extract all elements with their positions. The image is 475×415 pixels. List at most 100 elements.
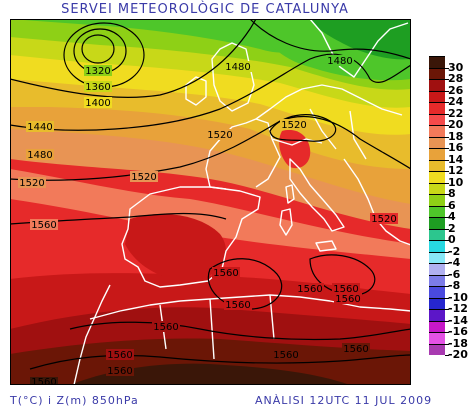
legend-swatch (429, 240, 445, 252)
legend-tick (445, 194, 449, 195)
legend-swatch (429, 136, 445, 148)
contour-1560-iberia (207, 258, 283, 310)
legend-label: 18 (448, 129, 464, 143)
variable-label: T(°C) i Z(m) 850hPa (10, 394, 139, 407)
legend-tick (445, 182, 449, 184)
legend-label: 12 (448, 164, 464, 177)
coastlines (73, 19, 411, 385)
legend-swatch (429, 274, 445, 286)
legend-tick (445, 263, 449, 264)
contour-label: 1560 (213, 268, 238, 279)
legend-swatch (429, 217, 445, 229)
legend-swatch (429, 343, 445, 355)
legend-swatch (429, 286, 445, 298)
legend-tick (445, 274, 449, 276)
contour-1560-south (29, 354, 411, 370)
contour-label: 1440 (27, 122, 52, 133)
analysis-time-label: ANÀLISI 12UTC 11 JUL 2009 (255, 394, 433, 407)
contour-label: 1360 (85, 82, 110, 93)
legend-tick (445, 125, 449, 126)
contour-1480b (249, 19, 411, 60)
legend-label: -18 (448, 336, 468, 350)
contour-label: 1560 (31, 220, 56, 231)
legend-label: -10 (448, 290, 468, 304)
legend-swatch (429, 251, 445, 263)
contour-label: 1560 (31, 377, 56, 385)
legend-label: -6 (448, 267, 461, 281)
legend-label: 22 (448, 106, 464, 120)
legend-swatch (429, 56, 445, 68)
legend-label: -8 (448, 279, 461, 292)
legend-tick (445, 113, 449, 115)
contour-1520-alps (269, 114, 337, 142)
legend-swatch (429, 67, 445, 79)
temperature-color-scale: 30 28 26 24 22 20 18 16 14 12 10 8 6 4 2 0 -2 -4 -6 -8 -10 -1… (429, 56, 475, 360)
contour-label: 1480 (27, 150, 52, 161)
legend-label: 16 (448, 141, 464, 154)
header-title: SERVEI METEOROLÒGIC DE CATALUNYA (61, 2, 349, 17)
contour-label: 1560 (273, 350, 298, 361)
legend-swatch (429, 194, 445, 206)
temp-hotspot-iberia (125, 214, 226, 281)
contour-label: 1560 (225, 300, 250, 311)
contour-label: 1560 (335, 294, 360, 305)
legend-label: 8 (448, 187, 456, 200)
legend-swatch (429, 309, 445, 321)
legend-swatch (429, 125, 445, 137)
legend-tick (445, 309, 449, 310)
contour-label: 1560 (153, 322, 178, 333)
contour-label: 1520 (19, 178, 44, 189)
france-coast (205, 118, 281, 188)
legend-swatch (429, 297, 445, 309)
legend-tick (445, 217, 449, 218)
legend-swatch (429, 182, 445, 194)
legend-tick (445, 240, 449, 241)
contour-label: 1560 (107, 350, 132, 361)
legend-tick (445, 228, 449, 230)
legend-tick (445, 251, 449, 253)
legend-label: -12 (448, 302, 468, 315)
legend-swatch (429, 320, 445, 332)
legend-label: 10 (448, 175, 464, 189)
legend-label: -20 (448, 348, 468, 361)
low-center-1320 (81, 34, 115, 64)
legend-swatch (429, 263, 445, 275)
legend-tick (445, 320, 449, 322)
legend-label: 30 (448, 60, 464, 74)
contour-label: 1480 (327, 56, 352, 67)
britain-coast (211, 42, 255, 112)
legend-label: 20 (448, 118, 464, 131)
legend-tick (445, 205, 449, 207)
legend-label: 28 (448, 72, 464, 85)
legend-tick (445, 90, 449, 92)
contour-label: 1320 (85, 66, 110, 77)
legend-swatch (429, 171, 445, 183)
legend-label: 2 (448, 221, 456, 235)
legend-label: 0 (448, 233, 456, 246)
legend-swatch (429, 148, 445, 160)
legend-tick (445, 286, 449, 287)
contour-label: 1480 (225, 62, 250, 73)
contour-label: 1520 (131, 172, 156, 183)
contour-1440 (10, 19, 257, 98)
legend-label: -2 (448, 244, 461, 258)
legend-swatch (429, 205, 445, 217)
legend-tick (445, 332, 449, 333)
contour-label: 1400 (85, 98, 110, 109)
contour-label: 1560 (333, 284, 358, 295)
contour-label: 1520 (371, 214, 396, 225)
legend-tick (445, 148, 449, 149)
temp-band-30 (70, 363, 350, 385)
legend-label: 14 (448, 152, 464, 166)
legend-label: 26 (448, 83, 464, 97)
contour-label: 1560 (297, 284, 322, 295)
sicily-coast (315, 240, 337, 252)
ireland-coast (185, 76, 207, 106)
corsica-coast (285, 184, 295, 204)
contour-label: 1520 (281, 120, 306, 131)
europe-north-coast (255, 84, 403, 120)
legend-tick (445, 343, 449, 345)
contour-label: 1560 (107, 366, 132, 377)
sardinia-coast (279, 208, 293, 236)
legend-tick (445, 79, 449, 80)
